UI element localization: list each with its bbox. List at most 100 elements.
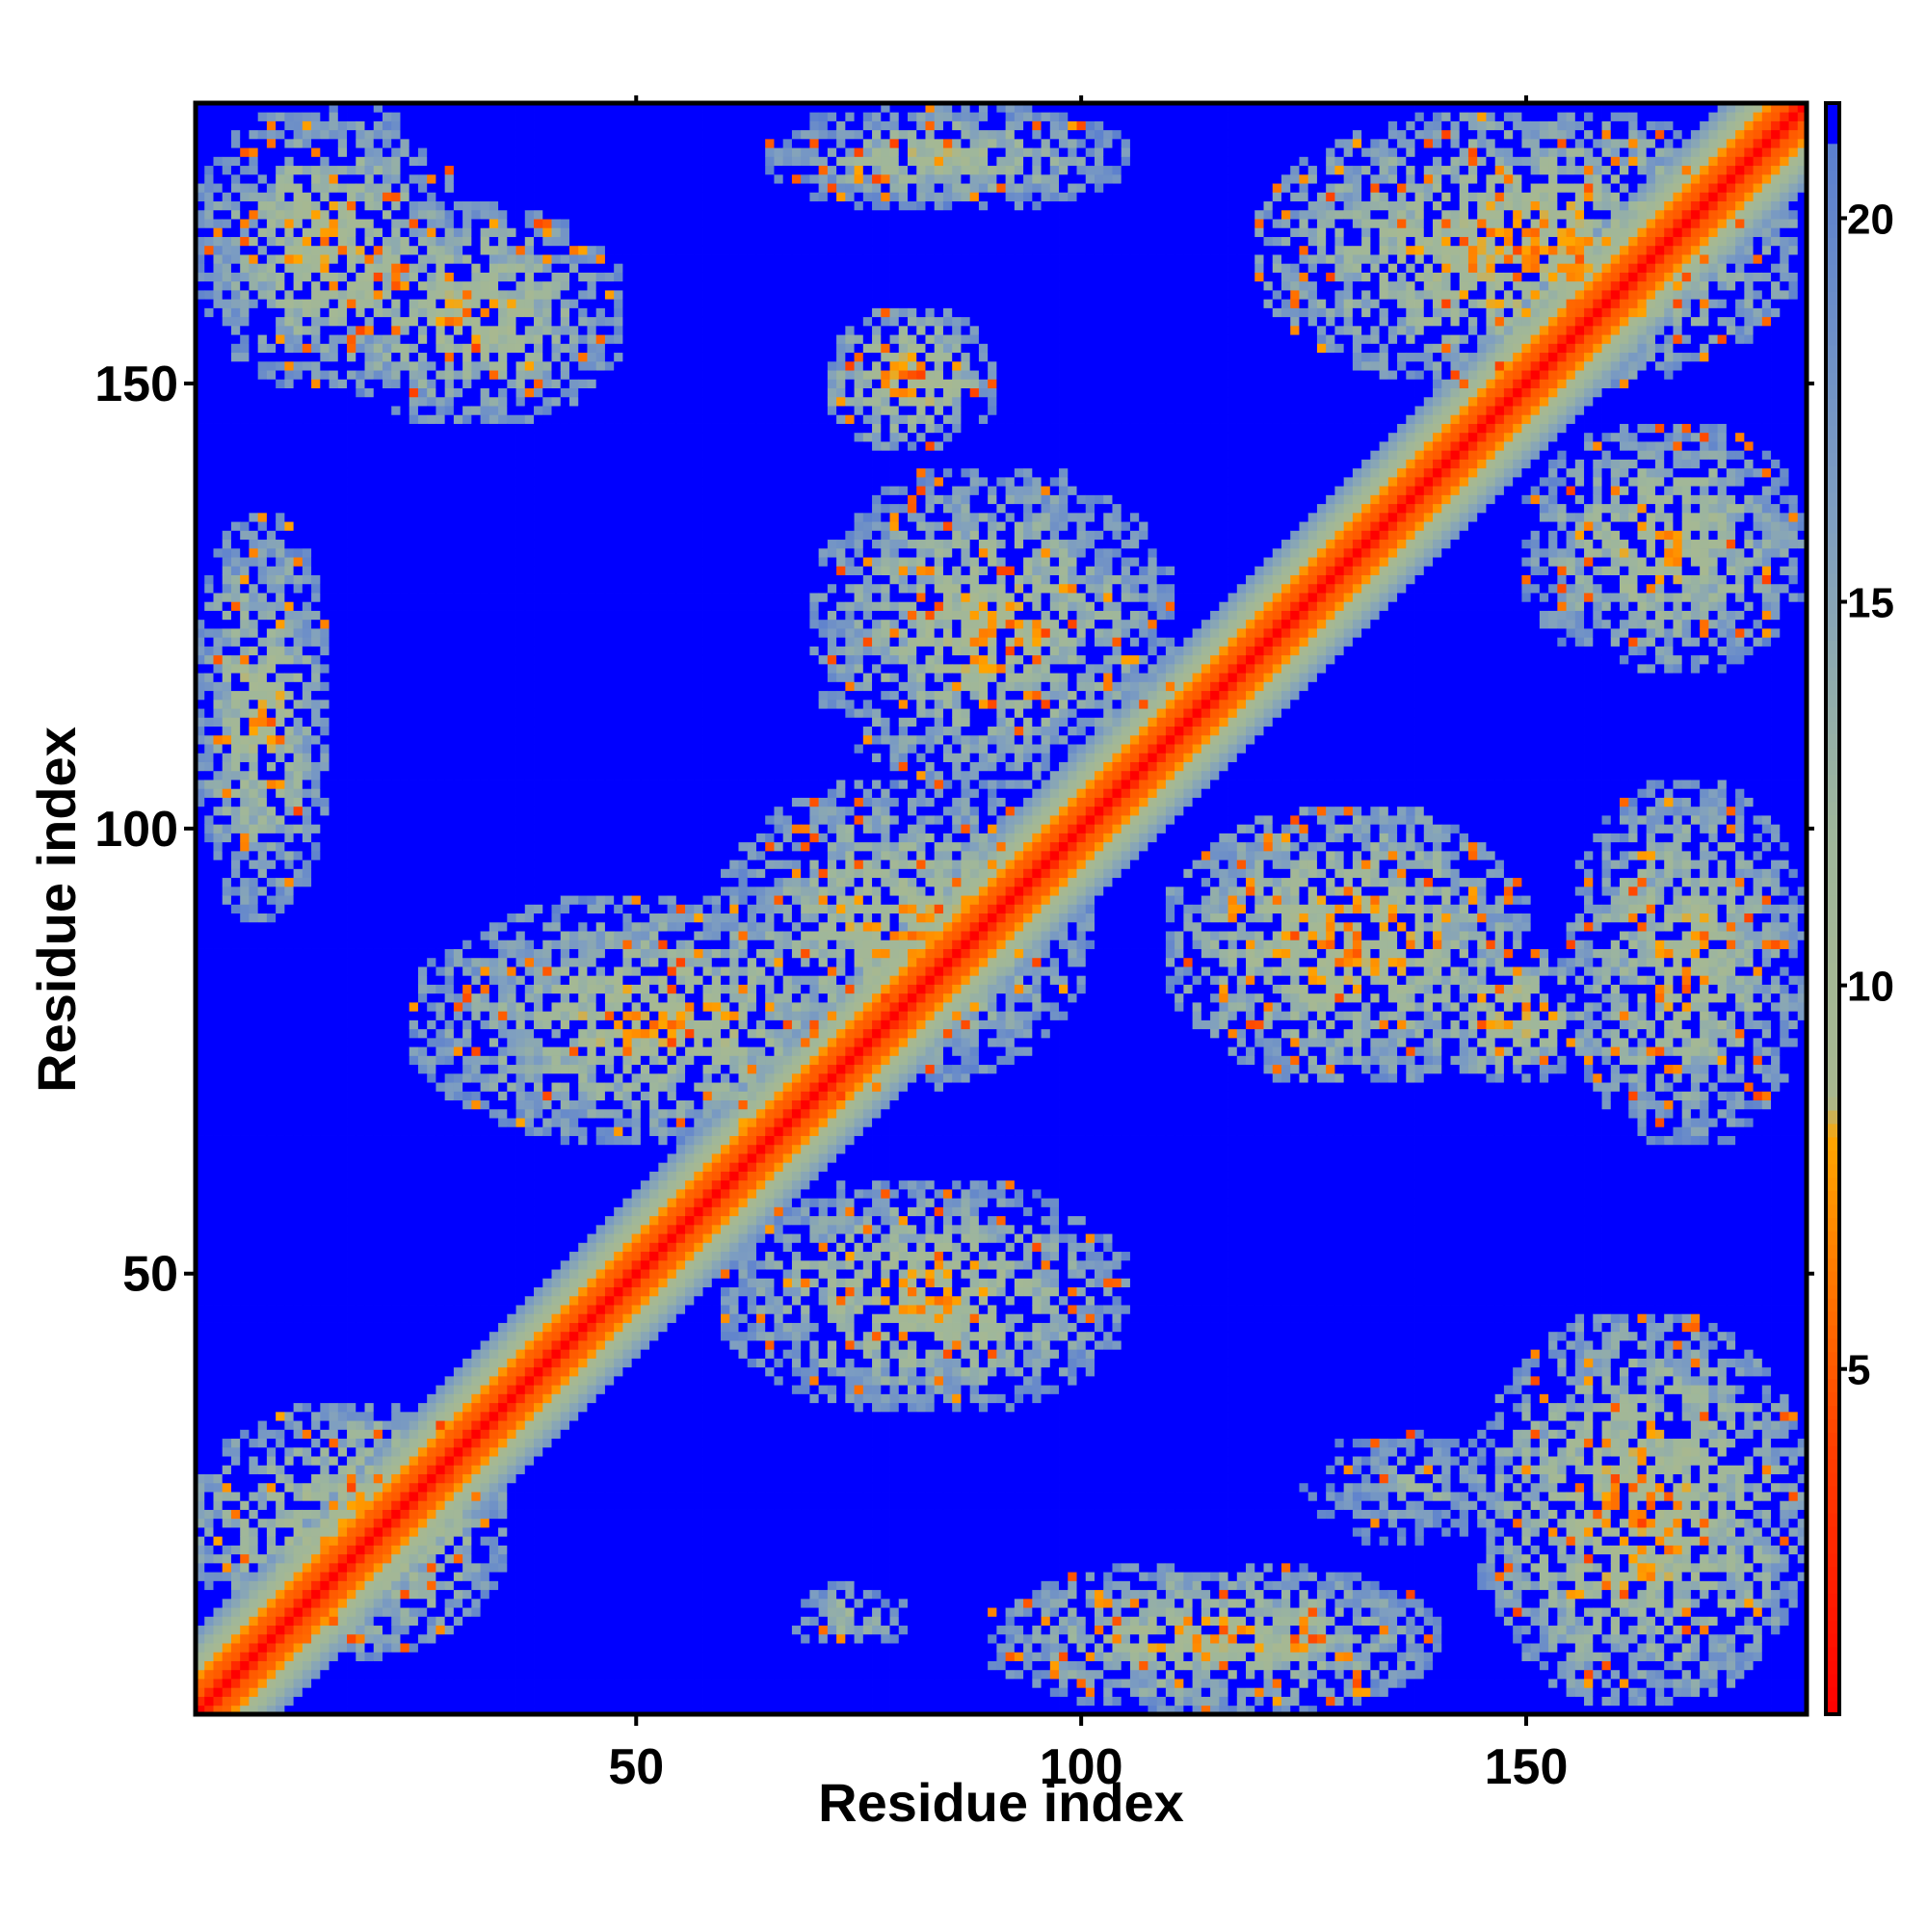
- heatmap-cell: [223, 1305, 232, 1314]
- heatmap-cell: [258, 1242, 268, 1252]
- heatmap-cell: [249, 931, 258, 940]
- heatmap-cell: [223, 637, 232, 647]
- heatmap-cell: [231, 299, 241, 308]
- heatmap-cell: [223, 673, 232, 682]
- heatmap-cell: [231, 468, 241, 478]
- heatmap-cell: [204, 1340, 214, 1350]
- heatmap-cell: [240, 1590, 250, 1600]
- heatmap-cell: [249, 147, 258, 157]
- heatmap-cell: [204, 1465, 214, 1474]
- heatmap-cell: [249, 1349, 258, 1359]
- heatmap-cell: [249, 174, 258, 184]
- heatmap-cell: [258, 1403, 268, 1413]
- heatmap-cell: [231, 681, 241, 691]
- heatmap-cell: [213, 477, 223, 487]
- heatmap-cell: [213, 1554, 223, 1564]
- heatmap-cell: [231, 1545, 241, 1554]
- heatmap-cell: [240, 1252, 250, 1261]
- heatmap-cell: [213, 353, 223, 362]
- heatmap-cell: [231, 557, 241, 567]
- heatmap-cell: [249, 691, 258, 701]
- heatmap-cell: [231, 860, 241, 869]
- heatmap-cell: [204, 985, 214, 994]
- heatmap-cell: [231, 263, 241, 273]
- heatmap-cell: [231, 1046, 241, 1056]
- heatmap-cell: [258, 1679, 268, 1688]
- heatmap-cell: [204, 1679, 214, 1688]
- heatmap-cell: [204, 379, 214, 388]
- heatmap-cell: [240, 1563, 250, 1573]
- heatmap-cell: [249, 1500, 258, 1510]
- heatmap-cell: [204, 1403, 214, 1413]
- heatmap-cell: [249, 317, 258, 327]
- heatmap-cell: [204, 237, 214, 247]
- heatmap-cell: [249, 1172, 258, 1181]
- heatmap-cell: [204, 1687, 214, 1697]
- heatmap-cell: [240, 1100, 250, 1110]
- heatmap-cell: [204, 1563, 214, 1573]
- heatmap-cell: [231, 379, 241, 388]
- heatmap-cell: [213, 1065, 223, 1074]
- heatmap-cell: [249, 771, 258, 781]
- heatmap-cell: [223, 966, 232, 976]
- heatmap-cell: [240, 1091, 250, 1100]
- heatmap-cell: [204, 575, 214, 585]
- heatmap-cell: [223, 1519, 232, 1528]
- heatmap-cell: [231, 931, 241, 940]
- heatmap-cell: [240, 1153, 250, 1163]
- heatmap-cell: [249, 1313, 258, 1323]
- heatmap-cell: [213, 1527, 223, 1537]
- heatmap-cell: [258, 1643, 268, 1653]
- heatmap-cell: [213, 530, 223, 540]
- heatmap-cell: [223, 521, 232, 531]
- heatmap-cell: [249, 1216, 258, 1226]
- heatmap-cell: [231, 460, 241, 469]
- heatmap-cell: [213, 1118, 223, 1127]
- heatmap-cell: [213, 717, 223, 727]
- heatmap-cell: [240, 281, 250, 291]
- heatmap-cell: [258, 1225, 268, 1234]
- heatmap-cell: [231, 1038, 241, 1047]
- heatmap-cell: [223, 833, 232, 842]
- heatmap-cell: [240, 156, 250, 166]
- heatmap-cell: [231, 807, 241, 816]
- heatmap-cell: [204, 895, 214, 905]
- heatmap-cell: [213, 513, 223, 522]
- heatmap-cell: [204, 424, 214, 434]
- heatmap-cell: [223, 646, 232, 655]
- heatmap-cell: [231, 985, 241, 994]
- heatmap-cell: [213, 433, 223, 442]
- heatmap-cell: [258, 1412, 268, 1421]
- heatmap-cell: [240, 210, 250, 220]
- heatmap-cell: [231, 1483, 241, 1493]
- heatmap-cell: [258, 1305, 268, 1314]
- heatmap-cell: [204, 388, 214, 398]
- heatmap-cell: [249, 637, 258, 647]
- heatmap-cell: [240, 1233, 250, 1243]
- heatmap-cell: [213, 1278, 223, 1287]
- heatmap-cell: [223, 361, 232, 371]
- heatmap-cell: [223, 1349, 232, 1359]
- heatmap-cell: [231, 1313, 241, 1323]
- heatmap-cell: [249, 1661, 258, 1671]
- heatmap-cell: [240, 1332, 250, 1341]
- heatmap-cell: [223, 326, 232, 335]
- heatmap-cell: [258, 1545, 268, 1554]
- heatmap-cell: [204, 1349, 214, 1359]
- heatmap-cell: [213, 708, 223, 718]
- heatmap-cell: [223, 1172, 232, 1181]
- heatmap-cell: [231, 788, 241, 798]
- heatmap-cell: [204, 1519, 214, 1528]
- heatmap-cell: [204, 1536, 214, 1546]
- heatmap-cell: [213, 727, 223, 736]
- heatmap-cell: [213, 1206, 223, 1216]
- heatmap-cell: [231, 1536, 241, 1546]
- heatmap-cell: [213, 1136, 223, 1146]
- heatmap-cell: [213, 1670, 223, 1680]
- heatmap-cell: [258, 1252, 268, 1261]
- heatmap-cell: [249, 1376, 258, 1386]
- heatmap-cell: [223, 1359, 232, 1368]
- heatmap-cell: [240, 1019, 250, 1029]
- heatmap-cell: [231, 1563, 241, 1573]
- heatmap-cell: [204, 1393, 214, 1403]
